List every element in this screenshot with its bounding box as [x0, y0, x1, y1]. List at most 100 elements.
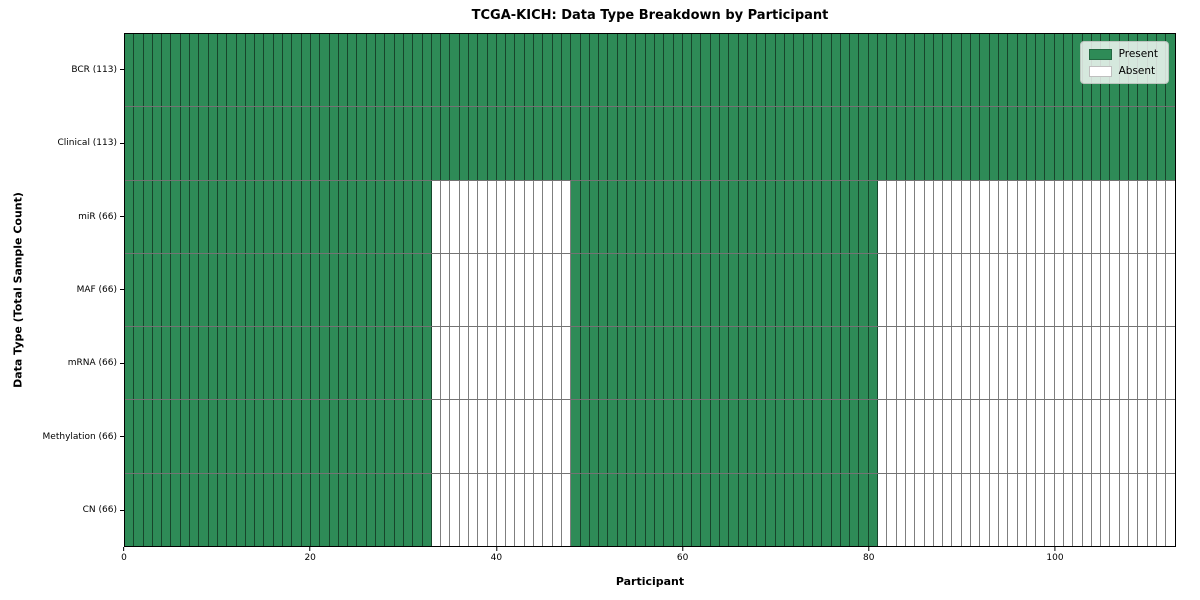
matrix-cell	[301, 473, 311, 546]
matrix-cell	[943, 34, 953, 107]
matrix-cell	[840, 400, 851, 473]
matrix-cell	[320, 327, 330, 400]
matrix-cell	[199, 107, 209, 180]
matrix-cell	[478, 327, 488, 400]
matrix-cell	[152, 253, 163, 327]
matrix-cell	[1156, 473, 1167, 546]
matrix-cell	[654, 180, 665, 253]
matrix-cell	[1091, 253, 1102, 327]
matrix-cell	[1045, 253, 1055, 327]
legend-swatch-absent-icon	[1088, 65, 1112, 77]
matrix-cell	[366, 473, 377, 546]
matrix-cell	[1054, 180, 1064, 253]
matrix-cell	[608, 400, 618, 473]
matrix-cell	[887, 473, 897, 546]
matrix-cell	[664, 400, 674, 473]
matrix-cell	[180, 253, 191, 327]
matrix-cell	[441, 34, 451, 107]
matrix-cell	[1017, 107, 1027, 180]
matrix-cell	[952, 180, 962, 253]
matrix-cell	[524, 473, 535, 546]
matrix-cell	[1054, 253, 1064, 327]
matrix-cell	[580, 107, 590, 180]
matrix-cell	[850, 327, 860, 400]
matrix-cell	[561, 107, 572, 180]
matrix-cell	[682, 473, 693, 546]
matrix-cell	[515, 400, 525, 473]
matrix-cell	[208, 327, 218, 400]
matrix-cell	[357, 180, 367, 253]
matrix-cell	[152, 400, 163, 473]
matrix-cell	[152, 34, 163, 107]
matrix-cell	[729, 327, 739, 400]
matrix-cell	[850, 473, 860, 546]
matrix-cell	[245, 400, 256, 473]
matrix-cell	[403, 180, 414, 253]
matrix-cell	[868, 253, 879, 327]
matrix-cell	[803, 253, 813, 327]
matrix-cell	[143, 253, 153, 327]
matrix-cell	[1138, 253, 1148, 327]
matrix-cell	[905, 34, 916, 107]
matrix-cell	[654, 400, 665, 473]
matrix-cell	[134, 34, 144, 107]
matrix-cell	[431, 253, 442, 327]
matrix-cell	[125, 34, 135, 107]
matrix-cell	[1138, 473, 1148, 546]
matrix-cell	[971, 107, 981, 180]
matrix-cell	[468, 400, 479, 473]
matrix-cell	[794, 107, 804, 180]
matrix-cell	[998, 34, 1009, 107]
matrix-cell	[608, 253, 618, 327]
matrix-cell	[524, 253, 535, 327]
matrix-cell	[589, 400, 600, 473]
matrix-cell	[1026, 253, 1037, 327]
matrix-cell	[217, 253, 228, 327]
xtick: 100	[1046, 547, 1064, 563]
matrix-cell	[552, 34, 562, 107]
matrix-cell	[348, 107, 358, 180]
matrix-cell	[310, 473, 321, 546]
matrix-cell	[1110, 327, 1120, 400]
matrix-cell	[692, 34, 702, 107]
matrix-cell	[348, 400, 358, 473]
matrix-cell	[571, 400, 581, 473]
matrix-cell	[840, 253, 851, 327]
matrix-cell	[422, 253, 432, 327]
matrix-cell	[376, 400, 386, 473]
matrix-cell	[1156, 107, 1167, 180]
matrix-cell	[645, 400, 655, 473]
matrix-cell	[905, 400, 916, 473]
ytick-mark	[120, 142, 124, 144]
matrix-cell	[134, 107, 144, 180]
matrix-cell	[320, 107, 330, 180]
matrix-cell	[515, 253, 525, 327]
matrix-cell	[775, 34, 786, 107]
matrix-cell	[673, 180, 683, 253]
matrix-cell	[952, 34, 962, 107]
matrix-cell	[134, 400, 144, 473]
ytick-mark	[120, 509, 124, 511]
matrix-cell	[292, 180, 302, 253]
matrix-cell	[627, 400, 637, 473]
matrix-cell	[794, 180, 804, 253]
matrix-cell	[376, 327, 386, 400]
matrix-cell	[627, 253, 637, 327]
matrix-cell	[506, 180, 516, 253]
matrix-cell	[515, 327, 525, 400]
matrix-cell	[459, 327, 469, 400]
matrix-cell	[710, 34, 720, 107]
matrix-cell	[1017, 400, 1027, 473]
matrix-cell	[1119, 327, 1130, 400]
matrix-row	[125, 179, 1175, 253]
matrix-cell	[385, 400, 395, 473]
matrix-cell	[217, 473, 228, 546]
matrix-cell	[617, 34, 628, 107]
matrix-cell	[1101, 327, 1111, 400]
matrix-cell	[552, 180, 562, 253]
matrix-cell	[283, 327, 293, 400]
matrix-cell	[1008, 34, 1018, 107]
matrix-cell	[338, 327, 349, 400]
matrix-cell	[1063, 253, 1074, 327]
